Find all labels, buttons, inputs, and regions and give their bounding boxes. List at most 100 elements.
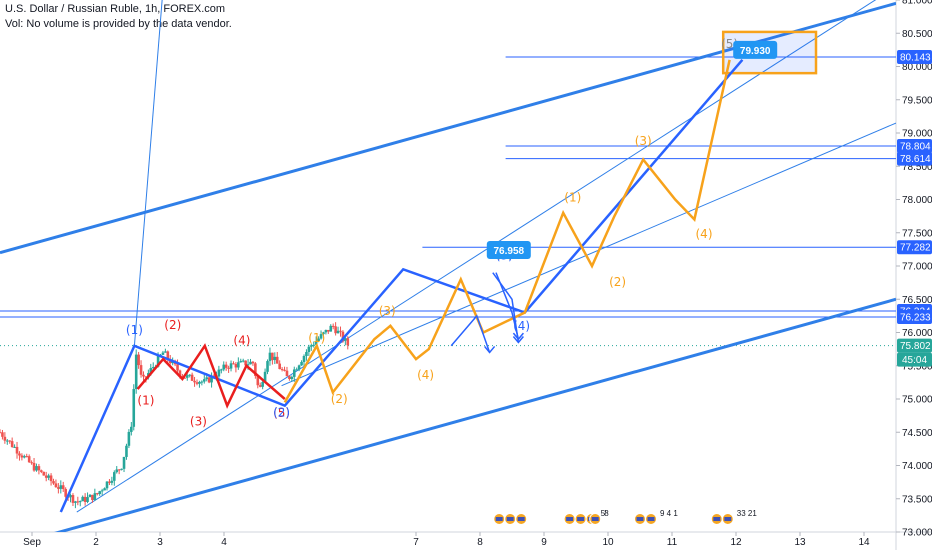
volume-note: Vol: No volume is provided by the data v… bbox=[5, 18, 232, 30]
candle-body bbox=[178, 370, 182, 377]
arrow-head bbox=[512, 335, 524, 344]
candle-body bbox=[98, 491, 102, 494]
price-level-tag-box bbox=[897, 310, 932, 325]
candle-body bbox=[1, 432, 4, 437]
price-level-tag-box bbox=[897, 49, 932, 64]
wave-paths bbox=[59, 59, 744, 513]
event-flag-stripe bbox=[591, 517, 599, 521]
candle-body bbox=[64, 489, 67, 497]
time-tick-label: 10 bbox=[602, 537, 614, 548]
price-tick-label: 74.000 bbox=[902, 461, 932, 472]
candle-body bbox=[307, 346, 311, 353]
target-label-text: 79.930 bbox=[740, 46, 771, 57]
price-level-tag-box bbox=[897, 151, 932, 166]
price-tick-label: 76.500 bbox=[902, 295, 932, 306]
price-level-tag-text: 78.614 bbox=[900, 154, 931, 165]
candle-body bbox=[144, 376, 148, 378]
last-price-tag-box bbox=[897, 338, 932, 353]
candle-body bbox=[222, 364, 226, 370]
event-flag-stripe bbox=[517, 517, 525, 521]
wave-label: (4) bbox=[696, 227, 713, 241]
candle-body bbox=[57, 487, 60, 489]
price-tick-label: 79.000 bbox=[902, 129, 932, 140]
candle-body bbox=[227, 367, 230, 369]
event-count-label: 8 bbox=[604, 509, 609, 518]
candle-body bbox=[100, 490, 104, 492]
price-tick-label: 77.500 bbox=[902, 228, 932, 239]
time-tick-label: 3 bbox=[157, 537, 163, 548]
candle-body bbox=[117, 469, 121, 471]
candle-body bbox=[86, 497, 89, 502]
channel-line bbox=[54, 297, 896, 532]
candle-body bbox=[81, 496, 84, 502]
candle-body bbox=[290, 376, 294, 379]
channel-lines bbox=[0, 0, 896, 532]
candle-body bbox=[61, 485, 65, 490]
candle-body bbox=[37, 466, 41, 471]
candle-body bbox=[278, 363, 281, 370]
wave-label: (2) bbox=[609, 275, 626, 289]
price-level-tag-box bbox=[897, 139, 932, 154]
candle-body bbox=[285, 370, 289, 377]
candle-body bbox=[198, 382, 201, 384]
candle-body bbox=[324, 329, 328, 333]
time-tick-label: 4 bbox=[221, 537, 227, 548]
candle-body bbox=[246, 364, 250, 366]
candle-body bbox=[18, 453, 21, 456]
wave-labels: (1)(1)(2)(3)(4)(5)(2)(1)(2)(3)(4)(3)(5)(… bbox=[126, 37, 738, 429]
wave-label: (3) bbox=[379, 304, 396, 318]
candle-body bbox=[292, 369, 296, 377]
candle-body bbox=[346, 338, 350, 346]
candles bbox=[0, 322, 350, 509]
candle-body bbox=[220, 369, 223, 371]
candle-body bbox=[71, 495, 75, 503]
candle-body bbox=[91, 494, 94, 501]
candle-body bbox=[344, 338, 347, 341]
candle-body bbox=[32, 462, 36, 471]
candle-body bbox=[42, 471, 46, 476]
time-tick-label: 8 bbox=[477, 537, 483, 548]
price-tick-label: 75.500 bbox=[902, 361, 932, 372]
candle-body bbox=[280, 369, 284, 371]
price-tick-label: 78.500 bbox=[902, 162, 932, 173]
candle-body bbox=[256, 375, 260, 386]
candle-body bbox=[244, 360, 247, 366]
event-flag-stripe bbox=[724, 517, 732, 521]
channel-line bbox=[281, 122, 896, 387]
candle-body bbox=[5, 440, 9, 442]
wave-label: (1) bbox=[564, 190, 581, 204]
candle-body bbox=[30, 462, 33, 464]
wave-label: (4) bbox=[417, 368, 434, 382]
candle-body bbox=[327, 329, 330, 332]
candle-body bbox=[0, 432, 2, 434]
candle-body bbox=[130, 426, 133, 432]
candle-body bbox=[329, 325, 333, 332]
candle-body bbox=[108, 481, 111, 483]
candle-body bbox=[251, 361, 255, 364]
candle-body bbox=[261, 381, 264, 387]
wave-path bbox=[59, 59, 744, 513]
candle-body bbox=[234, 364, 238, 368]
candle-body bbox=[49, 475, 53, 482]
wave-label: (2) bbox=[164, 318, 181, 332]
candle-body bbox=[76, 501, 80, 503]
candle-body bbox=[268, 352, 272, 362]
candle-body bbox=[195, 382, 199, 384]
price-tick-label: 78.000 bbox=[902, 195, 932, 206]
candle-body bbox=[241, 360, 245, 362]
candle-body bbox=[237, 362, 240, 368]
arrow-line bbox=[450, 314, 491, 353]
candle-body bbox=[341, 331, 345, 341]
candle-body bbox=[113, 472, 116, 481]
candle-body bbox=[205, 377, 209, 380]
wave-label: (5) bbox=[273, 406, 290, 420]
event-flag-stripe bbox=[647, 517, 655, 521]
price-tick-label: 76.000 bbox=[902, 328, 932, 339]
wave-label: (1) bbox=[308, 331, 325, 345]
wave-label: (3) bbox=[635, 134, 652, 148]
candle-body bbox=[8, 440, 12, 442]
last-price-tag-text: 75.802 bbox=[900, 341, 931, 352]
candle-body bbox=[52, 481, 55, 484]
candle-body bbox=[20, 455, 24, 458]
